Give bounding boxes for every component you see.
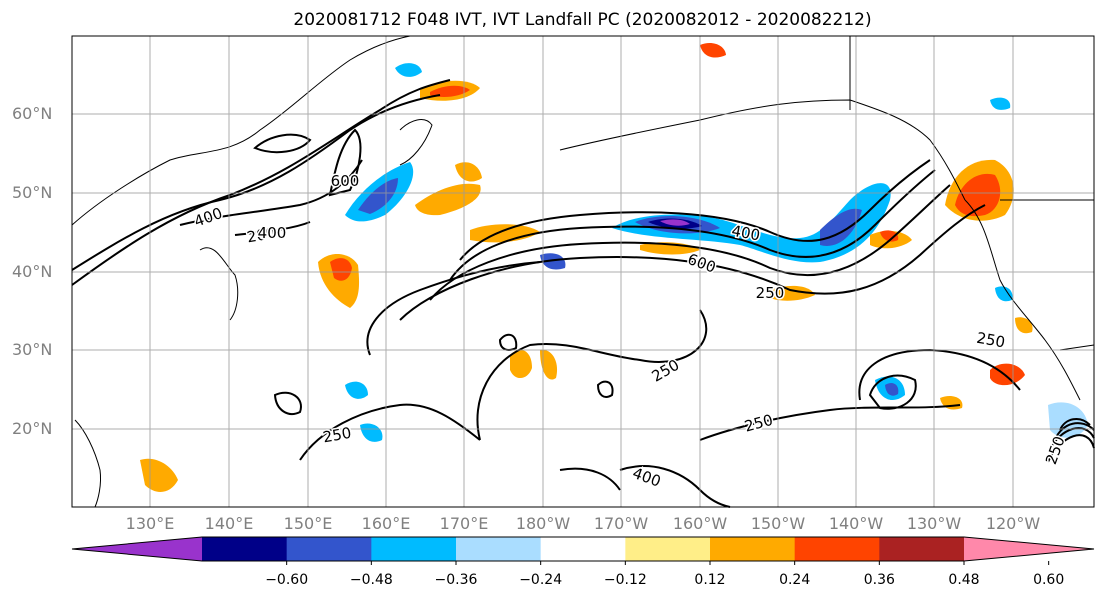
colorbar-tick-label: 0.24 xyxy=(779,572,811,588)
ivt-contour xyxy=(498,333,518,351)
positive-anomaly-patch xyxy=(330,258,352,281)
colorbar-segment xyxy=(540,537,626,561)
ivt-contour xyxy=(699,404,961,441)
coastline-japan xyxy=(199,247,239,321)
colorbar-segment xyxy=(794,537,880,561)
negative-anomaly-patch xyxy=(360,423,383,442)
colorbar-tick-label: −0.60 xyxy=(265,572,309,588)
positive-anomaly-patch xyxy=(540,349,558,380)
colorbar-segment xyxy=(879,537,965,561)
longitude-label: 130°W xyxy=(906,514,962,533)
positive-anomaly-patch xyxy=(770,285,815,301)
ivt-contour xyxy=(1047,434,1095,463)
longitude-label: 160°E xyxy=(361,514,411,533)
colorbar-tick-label: −0.48 xyxy=(349,572,393,588)
ivt-contour xyxy=(868,374,917,410)
ivt-contour xyxy=(449,169,936,281)
ivt-contour xyxy=(459,159,931,261)
ivt-contour xyxy=(1059,418,1091,431)
positive-anomaly-patch xyxy=(990,363,1025,386)
latitude-label: 60°N xyxy=(12,104,53,123)
colorbar-segment xyxy=(286,537,372,561)
longitude-label: 150°W xyxy=(750,514,806,533)
contour-label: 400 xyxy=(258,224,287,242)
ivt-contour xyxy=(328,128,362,197)
coastline-alaska xyxy=(559,99,966,201)
coastline-asia xyxy=(71,35,411,226)
negative-anomaly-patch xyxy=(395,63,422,77)
negative-anomaly-patch xyxy=(990,97,1011,110)
negative-anomaly-patch xyxy=(345,381,368,399)
positive-anomaly-patch xyxy=(700,43,726,58)
colorbar-tick-label: −0.36 xyxy=(434,572,478,588)
positive-anomaly-patch xyxy=(880,230,899,242)
positive-anomaly-patch xyxy=(955,173,1001,217)
ivt-contour xyxy=(476,309,708,441)
positive-anomaly-patch xyxy=(510,349,532,379)
colorbar-tick-label: −0.24 xyxy=(519,572,563,588)
ivt-contour xyxy=(253,133,312,154)
longitude-label: 160°W xyxy=(672,514,728,533)
coastline-philippines xyxy=(74,419,101,508)
longitude-label: 170°W xyxy=(593,514,649,533)
colorbar-segment xyxy=(202,537,288,561)
longitude-label: 140°E xyxy=(204,514,254,533)
longitude-label: 140°W xyxy=(828,514,884,533)
latitude-label: 50°N xyxy=(12,183,53,202)
colorbar xyxy=(71,536,1095,565)
contour-label: 600 xyxy=(331,172,360,190)
positive-anomaly-patch xyxy=(1015,317,1033,334)
ivt-contour xyxy=(559,467,621,491)
ivt-contour xyxy=(429,184,951,301)
negative-anomaly-patch xyxy=(995,286,1013,302)
ivt-contour xyxy=(366,261,541,356)
negative-anomaly-patch xyxy=(540,253,566,270)
longitude-label: 150°E xyxy=(283,514,333,533)
ivt-contour xyxy=(71,79,451,286)
latitude-label: 40°N xyxy=(12,262,53,281)
latitude-label: 30°N xyxy=(12,340,53,359)
coastline-kamchatka xyxy=(399,119,433,166)
contour-label: 250 xyxy=(756,284,785,302)
ivt-contour xyxy=(179,159,363,226)
longitude-label: 170°E xyxy=(439,514,489,533)
map-title: 2020081712 F048 IVT, IVT Landfall PC (20… xyxy=(293,10,872,30)
border-us-mexico xyxy=(1059,344,1095,351)
colorbar-outline xyxy=(71,536,1095,562)
colorbar-segment xyxy=(72,537,202,561)
colorbar-tick-label: −0.12 xyxy=(603,572,647,588)
longitude-label: 180°W xyxy=(515,514,571,533)
ivt-contour xyxy=(299,403,481,461)
ivt-contour xyxy=(273,391,302,415)
lat-lon-grid xyxy=(72,36,1094,507)
colorbar-tick-label: 0.48 xyxy=(948,572,980,588)
coastline-north-america xyxy=(964,199,1081,401)
ivt-contour xyxy=(1054,422,1095,441)
colorbar-segment xyxy=(625,537,711,561)
positive-anomaly-patch xyxy=(430,85,470,98)
colorbar-segment xyxy=(964,537,1094,561)
colorbar-tick-label: 0.12 xyxy=(694,572,726,588)
negative-anomaly-patch xyxy=(660,219,690,226)
longitude-label: 120°W xyxy=(985,514,1041,533)
colorbar-segment xyxy=(710,537,796,561)
ivt-contour xyxy=(234,221,311,236)
longitude-label: 130°E xyxy=(125,514,175,533)
coastlines xyxy=(71,35,1095,508)
map-border xyxy=(71,35,1095,508)
positive-anomaly-patch xyxy=(455,162,482,182)
negative-anomaly-patch xyxy=(358,178,398,214)
negative-anomaly-patch xyxy=(885,383,899,396)
colorbar-tick-label: 0.36 xyxy=(863,572,895,588)
latitude-label: 20°N xyxy=(12,419,53,438)
colorbar-segment xyxy=(456,537,542,561)
map-panel xyxy=(71,35,1095,508)
ivt-contour xyxy=(596,380,614,398)
colorbar-segment xyxy=(371,537,457,561)
colorbar-tick-label: 0.60 xyxy=(1033,572,1065,588)
